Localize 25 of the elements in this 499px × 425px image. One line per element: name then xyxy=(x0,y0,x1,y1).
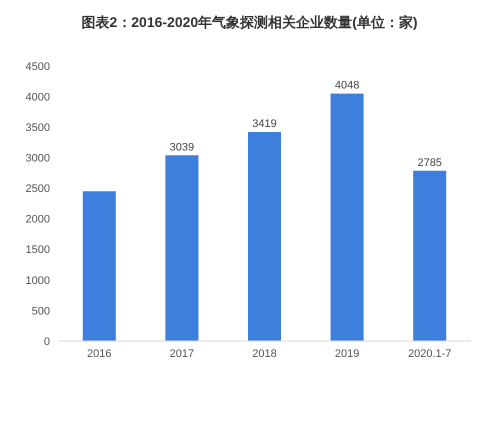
y-tick-label: 2000 xyxy=(26,214,50,226)
x-tick-label: 2020.1-7 xyxy=(408,348,452,360)
bar xyxy=(413,170,446,341)
x-tick-label: 2017 xyxy=(170,348,194,360)
bar xyxy=(165,155,198,341)
data-label: 2785 xyxy=(417,156,442,169)
y-tick-label: 1500 xyxy=(26,244,50,256)
bar xyxy=(82,191,116,341)
data-label: 3039 xyxy=(170,141,194,154)
bar xyxy=(330,94,364,341)
chart-title: 图表2：2016-2020年气象探测相关企业数量(单位：家) xyxy=(80,13,419,32)
data-label: 4048 xyxy=(334,80,360,92)
y-tick-label: 4000 xyxy=(26,91,50,104)
y-tick-label: 2500 xyxy=(26,183,50,196)
x-tick-label: 2018 xyxy=(252,348,277,360)
y-tick-label: 500 xyxy=(32,305,50,318)
y-tick-label: 3500 xyxy=(26,122,50,134)
y-tick-label: 3000 xyxy=(26,152,50,165)
y-tick-label: 0 xyxy=(44,336,50,348)
data-label: 3419 xyxy=(252,118,277,130)
x-tick-label: 2016 xyxy=(87,348,112,360)
x-tick-label: 2019 xyxy=(334,348,360,360)
bar xyxy=(248,132,282,341)
y-tick-label: 1000 xyxy=(26,274,50,287)
y-tick-label: 4500 xyxy=(26,60,50,73)
